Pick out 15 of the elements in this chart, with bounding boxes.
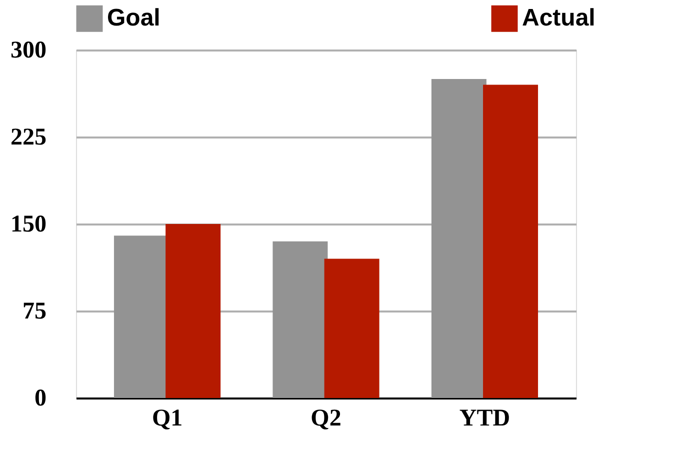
y-tick-label: 300 (10, 38, 46, 64)
x-tick-label: Q1 (152, 406, 183, 432)
x-tick-label: YTD (459, 406, 510, 432)
bar (483, 84, 538, 398)
x-tick-label: Q2 (310, 406, 342, 432)
y-tick-label: 150 (10, 212, 46, 238)
y-tick-label: 75 (22, 298, 46, 324)
y-tick-label: 225 (10, 124, 46, 150)
bar (324, 258, 380, 398)
legend-label: Goal (107, 4, 160, 32)
y-tick-label: 0 (34, 386, 46, 412)
legend-label: Actual (522, 4, 596, 32)
bar (431, 79, 486, 398)
bar (166, 224, 221, 398)
bar (272, 241, 328, 398)
